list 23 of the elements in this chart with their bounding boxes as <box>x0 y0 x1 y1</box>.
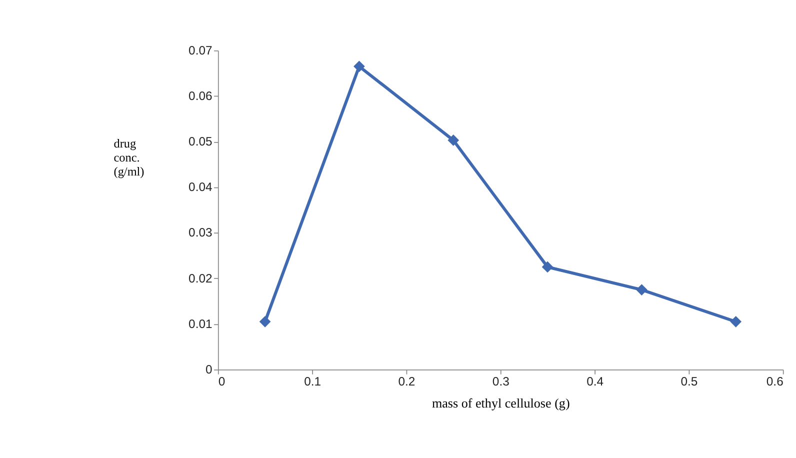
x-tick-label: 0.5 <box>680 374 698 389</box>
x-axis-title: mass of ethyl cellulose (g) <box>432 395 570 410</box>
y-tick-label: 0.01 <box>188 316 213 331</box>
y-tick-label: 0.07 <box>188 43 213 58</box>
point <box>636 284 648 296</box>
x-tick-label: 0.2 <box>398 374 416 389</box>
point <box>448 134 460 146</box>
y-tick-label: 0.06 <box>188 88 213 103</box>
x-tick-label: 0.3 <box>492 374 510 389</box>
point <box>730 316 742 328</box>
y-tick-label: 0.05 <box>188 134 213 149</box>
x-tick-label: 0.6 <box>766 374 784 389</box>
y-tick-label: 0.04 <box>188 180 213 194</box>
y-tick-label: 0.03 <box>188 226 213 240</box>
point <box>542 261 554 273</box>
y-axis-title: drug conc. (g/ml) <box>114 136 144 179</box>
x-tick-label: 0.1 <box>304 374 322 389</box>
y-tick-label: 0 <box>206 362 213 376</box>
point <box>259 316 271 328</box>
x-tick-label: 0.4 <box>586 374 604 389</box>
point <box>354 60 365 72</box>
x-tick-label: 0 <box>218 374 226 389</box>
y-tick-label: 0.02 <box>188 271 213 286</box>
